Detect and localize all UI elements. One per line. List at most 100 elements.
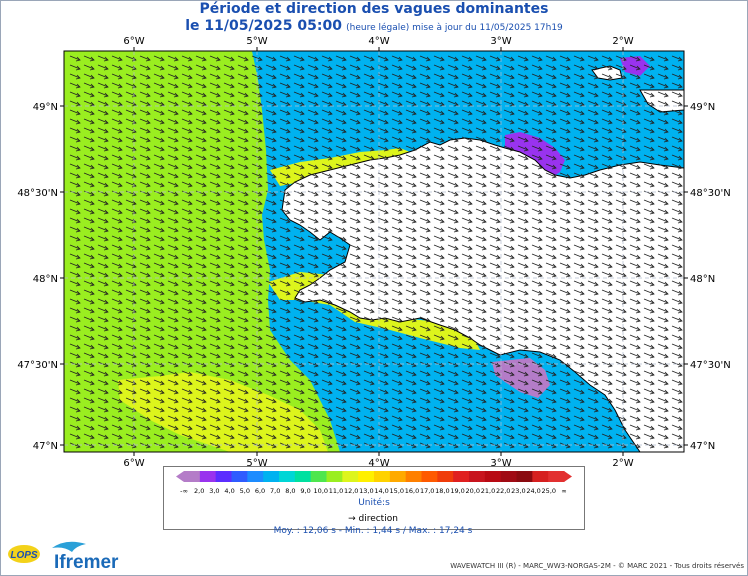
direction-arrow bbox=[111, 64, 123, 71]
direction-arrow bbox=[475, 307, 487, 314]
legend-tick-label: 19,0 bbox=[450, 487, 464, 495]
direction-arrow bbox=[573, 298, 585, 305]
direction-arrow bbox=[573, 271, 585, 278]
direction-arrow bbox=[153, 244, 165, 251]
direction-arrow bbox=[111, 325, 123, 332]
direction-arrow bbox=[83, 334, 95, 341]
direction-arrow bbox=[419, 397, 431, 404]
direction-arrow bbox=[83, 316, 95, 323]
direction-arrow bbox=[69, 73, 81, 80]
direction-arrow bbox=[153, 325, 165, 332]
direction-arrow bbox=[153, 163, 165, 170]
direction-arrow bbox=[321, 91, 333, 98]
direction-arrow bbox=[461, 208, 473, 215]
direction-arrow bbox=[503, 136, 515, 143]
direction-arrow bbox=[195, 109, 207, 116]
direction-arrow bbox=[461, 109, 473, 116]
direction-arrow bbox=[559, 370, 571, 377]
direction-arrow bbox=[363, 181, 375, 188]
direction-arrow bbox=[279, 145, 291, 152]
direction-arrow bbox=[503, 109, 515, 116]
direction-arrow bbox=[139, 208, 151, 215]
direction-arrow bbox=[447, 352, 459, 359]
direction-arrow bbox=[587, 235, 599, 242]
direction-arrow bbox=[237, 235, 249, 242]
direction-arrow bbox=[307, 154, 319, 161]
direction-arrow bbox=[517, 82, 529, 89]
direction-arrow bbox=[629, 388, 641, 395]
direction-arrow bbox=[139, 82, 151, 89]
direction-arrow bbox=[265, 217, 277, 224]
direction-arrow bbox=[573, 379, 585, 386]
direction-arrow bbox=[139, 154, 151, 161]
direction-arrow bbox=[433, 127, 445, 134]
direction-arrow bbox=[629, 127, 641, 134]
direction-arrow bbox=[601, 235, 613, 242]
direction-arrow bbox=[363, 154, 375, 161]
direction-arrow bbox=[83, 91, 95, 98]
direction-arrow bbox=[111, 289, 123, 296]
direction-arrow bbox=[335, 181, 347, 188]
direction-arrow bbox=[489, 181, 501, 188]
direction-arrow bbox=[517, 271, 529, 278]
direction-arrow bbox=[69, 91, 81, 98]
direction-arrow bbox=[335, 127, 347, 134]
direction-arrow bbox=[391, 424, 403, 431]
direction-arrow bbox=[335, 208, 347, 215]
direction-arrow bbox=[545, 253, 557, 260]
direction-arrow bbox=[433, 136, 445, 143]
direction-arrow bbox=[601, 424, 613, 431]
direction-arrow bbox=[195, 181, 207, 188]
direction-arrow bbox=[377, 253, 389, 260]
direction-arrow bbox=[223, 136, 235, 143]
direction-arrow bbox=[629, 118, 641, 125]
direction-arrow bbox=[629, 199, 641, 206]
direction-arrow bbox=[279, 388, 291, 395]
direction-arrow bbox=[293, 100, 305, 107]
direction-arrow bbox=[97, 226, 109, 233]
direction-arrow bbox=[447, 109, 459, 116]
direction-arrow bbox=[545, 334, 557, 341]
direction-arrow bbox=[111, 406, 123, 413]
direction-arrow bbox=[335, 307, 347, 314]
direction-arrow bbox=[615, 262, 627, 269]
direction-arrow bbox=[237, 82, 249, 89]
direction-arrow bbox=[643, 163, 655, 170]
direction-arrow bbox=[405, 55, 417, 62]
direction-arrow bbox=[657, 91, 669, 98]
direction-arrow bbox=[489, 109, 501, 116]
direction-arrow bbox=[139, 172, 151, 179]
direction-arrow bbox=[419, 289, 431, 296]
lat-label-right-1: 48°30'N bbox=[690, 188, 731, 199]
legend-arrow-low bbox=[176, 471, 184, 482]
direction-arrow bbox=[349, 406, 361, 413]
direction-arrow bbox=[503, 253, 515, 260]
direction-arrow bbox=[601, 118, 613, 125]
direction-arrow bbox=[209, 91, 221, 98]
direction-arrow bbox=[531, 208, 543, 215]
direction-arrow bbox=[195, 199, 207, 206]
direction-arrow bbox=[573, 397, 585, 404]
direction-arrow bbox=[461, 343, 473, 350]
direction-arrow bbox=[83, 415, 95, 422]
direction-arrow bbox=[391, 226, 403, 233]
direction-arrow bbox=[167, 172, 179, 179]
direction-arrow bbox=[517, 145, 529, 152]
direction-arrow bbox=[377, 388, 389, 395]
direction-arrow bbox=[391, 127, 403, 134]
direction-arrow bbox=[657, 73, 669, 80]
direction-arrow bbox=[503, 307, 515, 314]
direction-arrow bbox=[307, 172, 319, 179]
direction-arrow bbox=[167, 199, 179, 206]
legend-tick-label: 6,0 bbox=[255, 487, 265, 495]
direction-arrow bbox=[293, 298, 305, 305]
direction-arrow bbox=[503, 127, 515, 134]
legend-tick-label: 14,0 bbox=[374, 487, 388, 495]
legend-color-10 bbox=[342, 471, 359, 482]
direction-arrow bbox=[587, 91, 599, 98]
direction-arrow bbox=[167, 244, 179, 251]
direction-arrow bbox=[195, 136, 207, 143]
direction-arrow bbox=[447, 73, 459, 80]
direction-arrow bbox=[335, 82, 347, 89]
